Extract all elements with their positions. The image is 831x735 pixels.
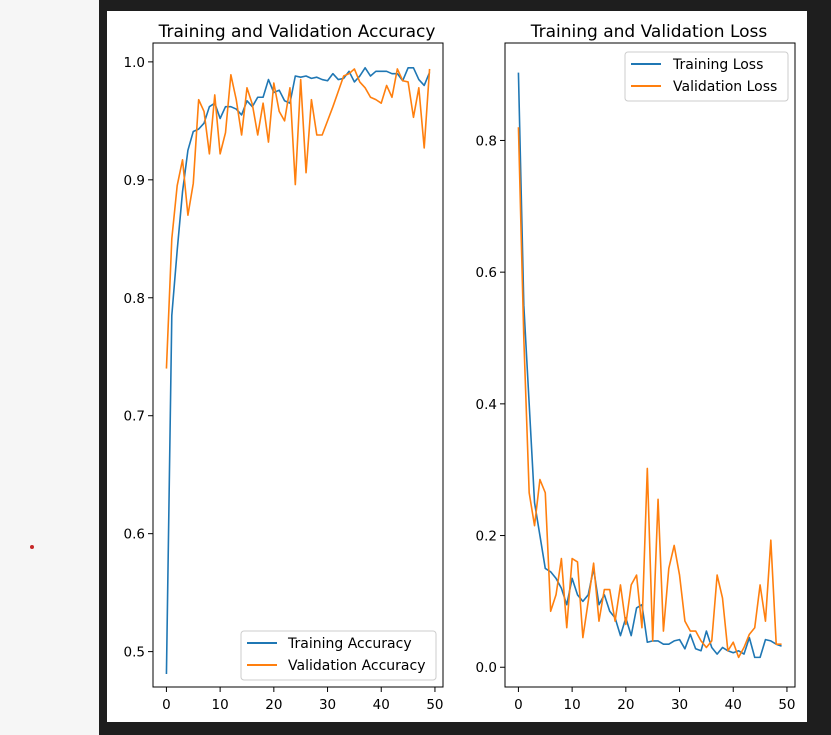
accuracy-legend-training-label: Training Accuracy <box>287 636 412 652</box>
accuracy-chart: Training and Validation Accuracy 0 10 20 30… <box>124 22 444 713</box>
loss-y-tick-label: 0.2 <box>476 529 497 545</box>
loss-chart: Training and Validation Loss 0 10 20 30 40 50… <box>476 22 796 713</box>
accuracy-x-tick-label: 20 <box>265 697 282 713</box>
accuracy-legend-box <box>240 630 437 681</box>
loss-series-training-loss <box>517 72 782 659</box>
accuracy-series-layer <box>165 66 431 675</box>
accuracy-legend: Training Accuracy Validation Accuracy <box>240 630 437 681</box>
loss-x-tick-label: 0 <box>514 697 523 713</box>
notebook-gutter <box>0 0 99 735</box>
loss-legend-box <box>624 51 789 102</box>
accuracy-series-training-accuracy <box>165 66 431 675</box>
loss-series-validation-loss <box>517 127 782 659</box>
loss-x-tick-label: 40 <box>725 697 742 713</box>
accuracy-x-tick-label: 0 <box>162 697 171 713</box>
accuracy-legend-validation-label: Validation Accuracy <box>288 658 426 674</box>
accuracy-x-tick-label: 40 <box>373 697 390 713</box>
loss-y-tick-label: 0.0 <box>476 660 497 676</box>
loss-x-tick-label: 30 <box>671 697 688 713</box>
loss-legend: Training Loss Validation Loss <box>624 51 789 102</box>
loss-legend-validation-label: Validation Loss <box>673 79 777 95</box>
accuracy-x-tick-label: 50 <box>426 697 443 713</box>
loss-y-tick-label: 0.8 <box>476 133 497 149</box>
loss-legend-training-label: Training Loss <box>672 57 763 73</box>
loss-plot-frame <box>504 42 796 688</box>
accuracy-y-tick-label: 0.8 <box>124 291 145 307</box>
loss-y-tick-label: 0.4 <box>476 397 497 413</box>
accuracy-y-tick-label: 0.5 <box>124 645 145 661</box>
accuracy-x-ticks: 0 10 20 30 40 50 <box>162 687 444 713</box>
accuracy-chart-title: Training and Validation Accuracy <box>158 22 436 42</box>
cell-status-dot <box>30 545 34 549</box>
accuracy-y-ticks: 0.5 0.6 0.7 0.8 0.9 1.0 <box>124 55 153 661</box>
accuracy-x-tick-label: 30 <box>319 697 336 713</box>
figure-svg: Training and Validation Accuracy 0 10 20 30… <box>124 22 796 713</box>
accuracy-y-tick-label: 0.7 <box>124 409 145 425</box>
loss-y-ticks: 0.0 0.2 0.4 0.6 0.8 <box>476 133 505 676</box>
loss-x-tick-label: 50 <box>778 697 795 713</box>
figure-canvas: Training and Validation Accuracy 0 10 20 30… <box>107 11 807 722</box>
loss-series-layer <box>517 72 782 659</box>
accuracy-y-tick-label: 1.0 <box>124 55 145 71</box>
accuracy-series-validation-accuracy <box>165 68 431 369</box>
accuracy-x-tick-label: 10 <box>212 697 229 713</box>
loss-x-tick-label: 10 <box>564 697 581 713</box>
accuracy-y-tick-label: 0.9 <box>124 173 145 189</box>
accuracy-y-tick-label: 0.6 <box>124 527 145 543</box>
loss-chart-title: Training and Validation Loss <box>530 22 768 42</box>
accuracy-plot-frame <box>152 42 444 688</box>
loss-y-tick-label: 0.6 <box>476 265 497 281</box>
loss-x-ticks: 0 10 20 30 40 50 <box>514 687 796 713</box>
loss-x-tick-label: 20 <box>617 697 634 713</box>
